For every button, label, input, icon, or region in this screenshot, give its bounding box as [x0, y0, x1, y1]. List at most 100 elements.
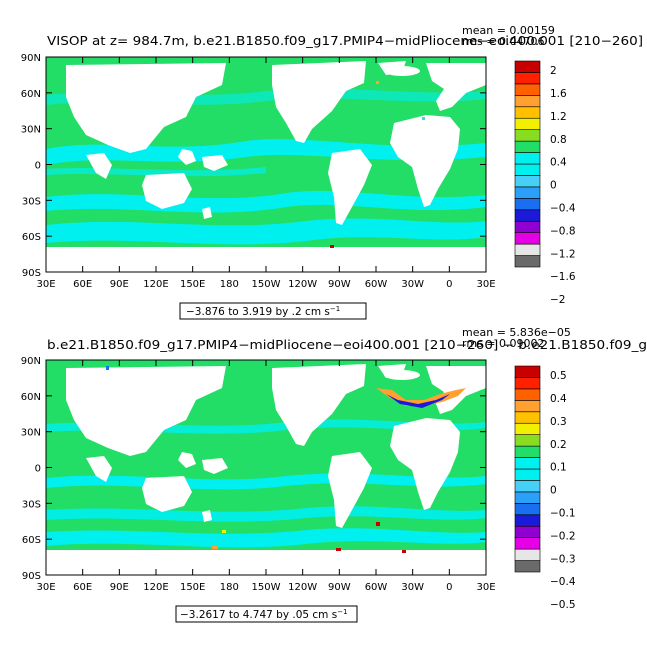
mean-label: mean = 5.836e−05	[462, 326, 571, 339]
colorbar-label: 1.2	[550, 111, 567, 123]
lat-tick-label: 90N	[21, 356, 41, 367]
lon-tick-label: 60W	[365, 582, 388, 593]
colorbar-label: −1.2	[550, 248, 576, 260]
lon-tick-label: 30W	[401, 279, 424, 290]
colorbar-swatch	[514, 560, 541, 573]
lon-tick-label: 120E	[143, 279, 168, 290]
lat-axis: 90N 60N 30N 0 30S 60S 90S	[21, 356, 486, 582]
lon-tick-label: 150W	[252, 279, 281, 290]
lon-tick-label: 150W	[252, 582, 281, 593]
lat-tick-label: 90S	[22, 268, 41, 279]
anomaly-region	[386, 394, 450, 408]
lon-tick-label: 180	[220, 582, 239, 593]
colorbar-swatch	[514, 255, 541, 268]
colorbar-label: 0	[550, 180, 557, 192]
rms-label: rms = 0.09002	[462, 337, 544, 350]
map-title: VISOP at z= 984.7m, b.e21.B1850.f09_g17.…	[47, 34, 643, 48]
colorbar-swatch	[514, 198, 541, 211]
lat-tick-label: 30N	[21, 428, 41, 439]
range-label: −3.876 to 3.919 by .2 cm s−1	[186, 305, 340, 318]
lon-tick-label: 90W	[328, 279, 351, 290]
lat-tick-label: 30N	[21, 125, 41, 136]
anomaly-spot	[376, 522, 380, 526]
colorbar: 0.5 0.4 0.3 0.2 0.1 0 −0.1 −0.2 −0.3 −0.4 −0.5	[514, 365, 576, 611]
greenland-ice	[384, 66, 420, 76]
greenland-ice	[384, 370, 420, 380]
colorbar-swatch	[514, 457, 541, 470]
colorbar-swatch	[514, 152, 541, 165]
colorbar-swatch	[514, 503, 541, 516]
colorbar-swatch	[514, 548, 541, 561]
colorbar-swatch	[514, 117, 541, 130]
colorbar-swatch	[514, 400, 541, 413]
lat-tick-label: 60S	[22, 232, 41, 243]
colorbar-swatch	[514, 140, 541, 153]
lat-tick-label: 30S	[22, 499, 41, 510]
colorbar-swatch	[514, 232, 541, 245]
lat-tick-label: 60N	[21, 89, 41, 100]
colorbar-label: −0.5	[550, 599, 576, 611]
lon-tick-label: 120W	[288, 582, 317, 593]
anomaly-spot	[222, 530, 226, 533]
colorbar-label: 0.1	[550, 462, 567, 474]
colorbar-label: −0.4	[550, 202, 576, 214]
colorbar: 2 1.6 1.2 0.8 0.4 0 −0.4 −0.8 −1.2 −1.6 −2	[514, 60, 576, 306]
colorbar-swatch	[514, 163, 541, 176]
colorbar-swatch	[514, 388, 541, 401]
lon-tick-label: 90W	[328, 582, 351, 593]
lon-tick-label: 30E	[36, 279, 55, 290]
anomaly-spot	[212, 546, 218, 549]
colorbar-label: 0	[550, 485, 557, 497]
anomaly-spot	[422, 117, 425, 120]
colorbar-label: 0.8	[550, 134, 567, 146]
lat-axis: 90N 60N 30N 0 30S 60S 90S	[21, 53, 486, 279]
colorbar-label: 2	[550, 65, 557, 77]
colorbar-label: 0.2	[550, 439, 567, 451]
colorbar-swatch	[514, 83, 541, 96]
lon-tick-label: 30W	[401, 582, 424, 593]
colorbar-swatch	[514, 186, 541, 199]
anomaly-spot	[402, 550, 406, 553]
lon-tick-label: 0	[446, 582, 452, 593]
colorbar-label: 0.3	[550, 416, 567, 428]
colorbar-swatch	[514, 243, 541, 256]
lat-tick-label: 30S	[22, 196, 41, 207]
lat-tick-label: 60N	[21, 392, 41, 403]
lon-tick-label: 150E	[180, 582, 205, 593]
colorbar-swatch	[514, 468, 541, 481]
lon-tick-label: 30E	[476, 582, 495, 593]
colorbar-swatch	[514, 445, 541, 458]
colorbar-swatch	[514, 72, 541, 85]
colorbar-swatch	[514, 411, 541, 424]
mean-label: mean = 0.00159	[462, 24, 555, 37]
lat-tick-label: 0	[35, 464, 41, 475]
colorbar-label: 0.4	[550, 157, 567, 169]
lat-tick-label: 90N	[21, 53, 41, 64]
colorbar-swatch	[514, 175, 541, 188]
colorbar-label: −1.6	[550, 271, 576, 283]
colorbar-swatch	[514, 106, 541, 119]
colorbar-label: −2	[550, 294, 565, 306]
colorbar-swatch	[514, 95, 541, 108]
colorbar-swatch	[514, 491, 541, 504]
lat-tick-label: 90S	[22, 571, 41, 582]
colorbar-swatch	[514, 434, 541, 447]
panel-bottom: mean = 5.836e−05 rms = 0.09002 b.e21.B18…	[21, 326, 647, 623]
anomaly-spot	[376, 81, 379, 84]
lon-tick-label: 60E	[73, 279, 92, 290]
lat-tick-label: 60S	[22, 535, 41, 546]
lat-tick-label: 0	[35, 161, 41, 172]
colorbar-label: 0.5	[550, 370, 567, 382]
lon-axis: 30E 60E 90E 120E 150E 180 150W 120W 90W 60W 30W 0 30…	[36, 57, 496, 290]
colorbar-swatch	[514, 537, 541, 550]
colorbar-swatch	[514, 365, 541, 378]
colorbar-label: −0.2	[550, 530, 576, 542]
colorbar-swatch	[514, 514, 541, 527]
range-box: −3.876 to 3.919 by .2 cm s−1	[179, 302, 367, 320]
lon-tick-label: 60E	[73, 582, 92, 593]
rms-label: rms = 0.04706	[462, 35, 544, 48]
map-title: b.e21.B1850.f09_g17.PMIP4−midPliocene−eo…	[47, 338, 647, 352]
lon-tick-label: 60W	[365, 279, 388, 290]
colorbar-swatch	[514, 422, 541, 435]
